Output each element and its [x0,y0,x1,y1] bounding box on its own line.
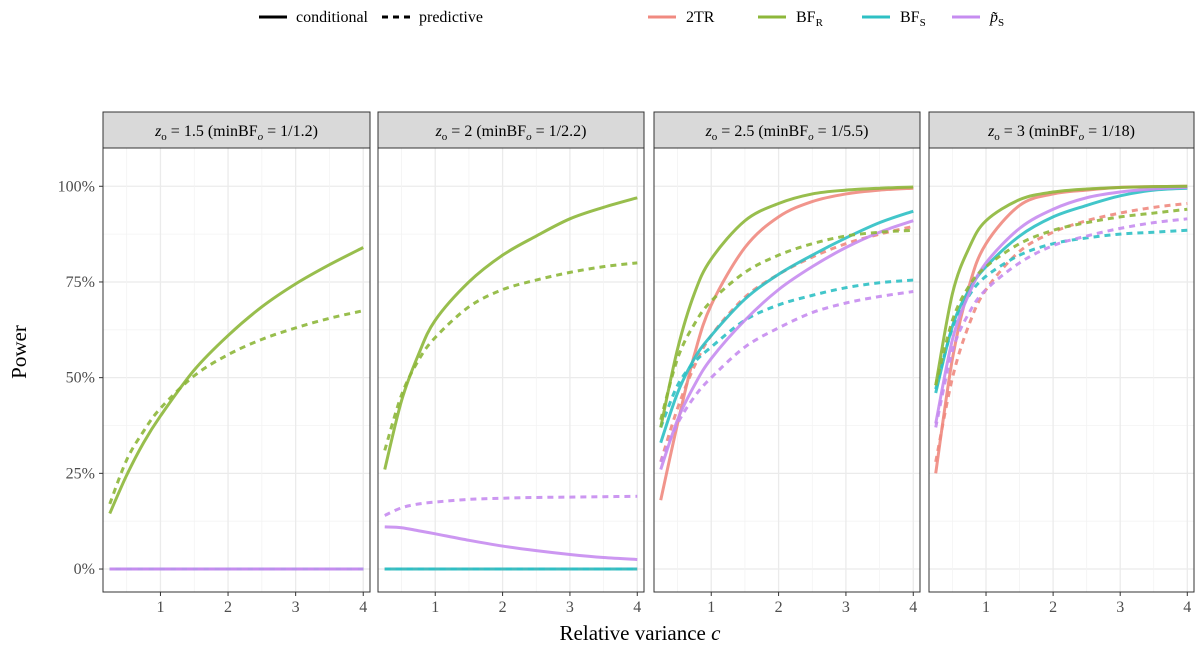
x-tick-label: 4 [633,599,641,616]
legend-label-3: p̃S [989,9,1004,29]
panel-series-0 [108,246,364,571]
y-tick-label: 25% [66,465,95,482]
x-tick-label: 1 [982,599,990,616]
panel-title-1: zo​ = 2 (minBFo​ = 1/2.2) [435,123,587,143]
series-line-p̃S-conditional [934,185,1188,424]
legend-label-1: BFR [796,9,824,29]
panel-border-0 [102,147,371,593]
y-tick-label: 75% [66,274,95,291]
y-tick-label: 100% [58,178,95,195]
panel-border-1 [377,147,645,593]
series-line-BFR-predictive [934,207,1188,386]
series-line-2TR-predictive [934,202,1188,463]
x-axis-title: Relative variance c [560,621,722,645]
x-tick-label: 2 [499,599,507,616]
x-tick-label: 4 [909,599,917,616]
x-axis-variable: c [711,621,721,645]
series-line-2TR-conditional [659,186,914,501]
x-tick-label: 1 [156,599,164,616]
x-tick-label: 4 [1183,599,1191,616]
series-line-BFR-predictive [659,228,914,421]
series-line-p̃S-conditional [659,219,914,471]
y-tick-label: 0% [74,561,95,578]
x-tick-label: 1 [431,599,439,616]
series-line-BFR-predictive [108,309,364,505]
panel-strip-1 [377,111,645,149]
legend-label-conditional: conditional [296,9,369,26]
series-line-p̃S-conditional [384,525,638,561]
series-line-p̃S-predictive [384,494,638,517]
panel-strip-3 [928,111,1195,149]
x-tick-label: 2 [224,599,232,616]
series-line-BFR-conditional [383,196,638,470]
series-line-p̃S-predictive [934,217,1188,428]
panel-0: zo​ = 1.5 (minBFo​ = 1/1.2) 1 2 3 4 0% 25% 50% 7… [58,111,371,616]
panel-title-0: zo​ = 1.5 (minBFo​ = 1/1.2) [154,123,318,143]
x-tick-label: 2 [1049,599,1057,616]
series-line-BFR-conditional [108,246,364,515]
x-tick-label: 3 [566,599,574,616]
x-tick-label: 2 [775,599,783,616]
x-axis-title-text: Relative variance [560,621,712,645]
series-line-p̃S-predictive [659,290,914,463]
y-tick-label: 50% [66,370,95,387]
x-tick-label: 3 [1116,599,1124,616]
x-tick-label: 3 [292,599,300,616]
series-line-BFS-predictive [659,278,914,428]
panel-border-3 [928,147,1195,593]
legend: conditional predictive 2TR BFR BFS p̃S [259,9,1004,29]
x-tick-label: 1 [707,599,715,616]
panel-3: zo​ = 3 (minBFo​ = 1/18) 1 2 3 4 [928,111,1195,616]
series-line-BFS-conditional [934,186,1188,394]
x-tick-label: 4 [359,599,367,616]
panel-border-2 [653,147,921,593]
panel-series-3 [934,184,1188,474]
series-line-BFR-conditional [659,185,914,428]
series-line-BFR-predictive [383,261,638,451]
panel-series-2 [659,185,914,501]
legend-label-predictive: predictive [419,9,483,26]
legend-label-2: BFS [900,9,926,29]
series-line-BFR-conditional [934,184,1188,386]
facet-panels: zo​ = 1.5 (minBFo​ = 1/1.2) 1 2 3 4 0% 25% 50% 7… [58,111,1195,616]
panel-1: zo​ = 2 (minBFo​ = 1/2.2) 1 2 3 4 [377,111,645,616]
panel-2: zo​ = 2.5 (minBFo​ = 1/5.5) 1 2 3 4 [653,111,921,616]
panel-title-3: zo​ = 3 (minBFo​ = 1/18) [987,123,1135,143]
y-axis-title: Power [7,325,31,379]
legend-label-0: 2TR [686,9,715,26]
panel-strip-2 [653,111,921,149]
series-line-BFS-conditional [659,209,914,444]
panel-series-1 [383,196,638,571]
x-tick-label: 3 [842,599,850,616]
panel-title-2: zo​ = 2.5 (minBFo​ = 1/5.5) [705,123,869,143]
